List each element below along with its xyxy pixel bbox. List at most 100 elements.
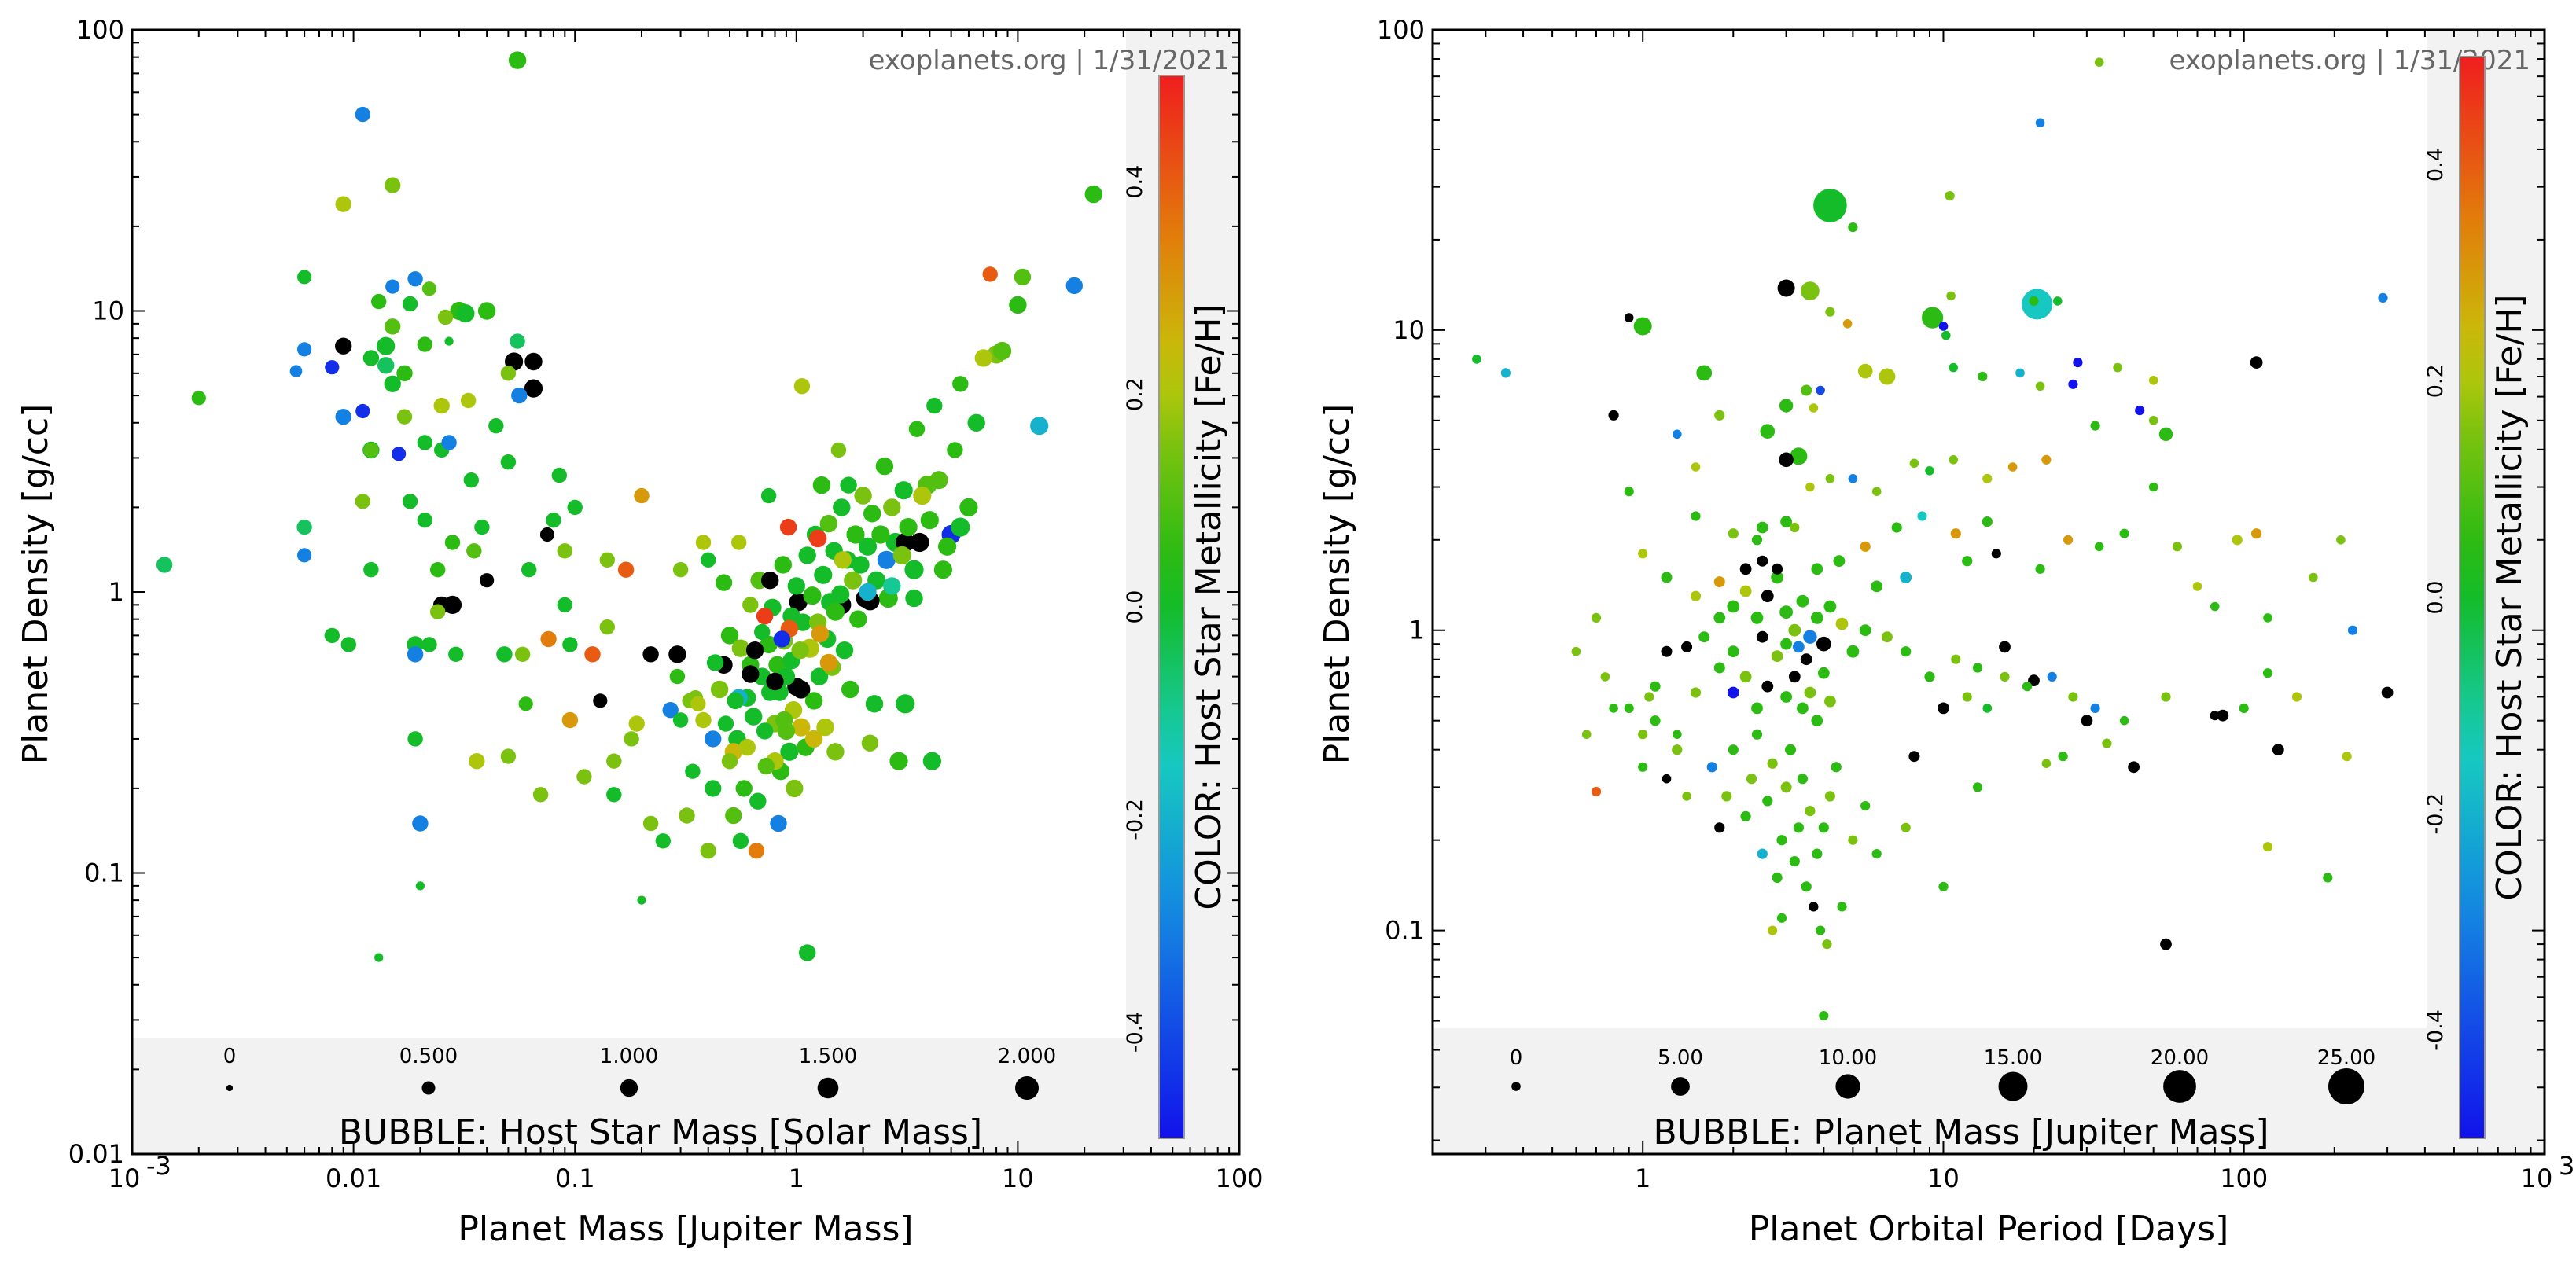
size-legend-panel: [132, 1038, 1239, 1154]
data-point: [1949, 455, 1958, 465]
data-point: [1009, 296, 1027, 314]
data-point: [340, 637, 356, 652]
data-point: [826, 743, 845, 761]
data-point: [2158, 427, 2173, 441]
data-point: [808, 529, 827, 548]
data-point: [760, 635, 778, 654]
data-point: [2336, 535, 2346, 545]
data-point: [672, 562, 689, 578]
data-point: [761, 572, 779, 590]
data-point: [1816, 636, 1831, 652]
data-point: [1581, 730, 1592, 739]
data-point: [725, 807, 742, 825]
data-point: [363, 562, 379, 578]
data-point: [1746, 774, 1757, 785]
data-point: [1801, 384, 1812, 396]
data-point: [325, 360, 340, 375]
data-point: [717, 715, 734, 732]
data-point: [2135, 406, 2145, 416]
data-point: [1917, 511, 1927, 521]
data-point: [363, 442, 379, 458]
data-point: [1978, 371, 1988, 382]
data-point: [1739, 585, 1752, 597]
data-point: [922, 752, 941, 770]
data-point: [433, 397, 450, 414]
data-point: [2119, 715, 2129, 726]
data-point: [766, 672, 784, 691]
data-point: [858, 537, 878, 556]
x-tick-label: 0.1: [555, 1163, 595, 1193]
x-tick-label: 0.01: [326, 1163, 381, 1193]
colorbar: [1158, 75, 1185, 1139]
data-point: [1908, 751, 1920, 763]
data-point: [834, 551, 852, 569]
data-point: [1740, 810, 1751, 821]
data-point: [2323, 873, 2333, 883]
data-point: [480, 573, 495, 588]
data-point: [1797, 702, 1809, 715]
data-point: [456, 304, 475, 323]
data-point: [668, 645, 686, 663]
data-point: [669, 668, 686, 685]
data-point: [2053, 296, 2063, 306]
data-point: [2007, 462, 2018, 472]
data-point: [974, 349, 993, 367]
data-point: [786, 779, 804, 798]
data-point: [460, 392, 477, 409]
data-point: [831, 585, 850, 604]
data-point: [819, 653, 838, 672]
data-point: [2022, 682, 2033, 692]
data-point: [1982, 704, 1993, 713]
data-point: [2232, 535, 2243, 546]
y-tick-label: 1: [109, 577, 124, 607]
data-point: [1756, 630, 1768, 643]
data-point: [1860, 541, 1871, 552]
size-legend-bubble: [226, 1084, 234, 1092]
data-point: [735, 780, 753, 797]
data-point: [2028, 674, 2040, 687]
data-point: [1696, 365, 1713, 381]
data-point: [524, 352, 543, 371]
data-point: [1673, 429, 1682, 439]
data-point: [1809, 902, 1819, 912]
plot-frame: [131, 28, 1241, 1156]
data-point: [2029, 296, 2039, 306]
data-point: [2381, 686, 2394, 699]
data-point: [1788, 671, 1801, 683]
data-point: [448, 646, 464, 662]
data-point: [2035, 118, 2045, 128]
data-point: [1624, 313, 1634, 322]
data-point: [1801, 281, 1820, 300]
data-point: [938, 537, 957, 556]
x-tick-label: 10: [1002, 1163, 1034, 1193]
data-point: [706, 654, 724, 671]
data-point: [1796, 594, 1809, 608]
data-point: [417, 336, 432, 352]
data-point: [804, 692, 823, 710]
data-point: [384, 375, 401, 392]
data-point: [1871, 580, 1883, 593]
data-point: [1816, 385, 1825, 395]
data-point: [606, 753, 622, 769]
data-point: [779, 518, 797, 536]
data-point: [511, 387, 528, 404]
size-legend-bubble: [421, 1081, 436, 1095]
data-point: [2378, 292, 2388, 303]
data-point: [2239, 703, 2249, 714]
data-point: [540, 630, 557, 648]
data-point: [2272, 744, 2284, 756]
data-point: [1644, 692, 1654, 702]
data-point: [1713, 612, 1726, 624]
y-tick-label: 100: [76, 15, 124, 45]
data-point: [992, 341, 1012, 361]
y-tick-label: 0.1: [1385, 916, 1425, 946]
data-point: [695, 711, 712, 729]
x-tick-label-exponent: -3: [146, 1151, 171, 1181]
data-point: [1682, 792, 1691, 801]
data-point: [1789, 856, 1800, 867]
data-point: [402, 494, 418, 509]
data-point: [437, 309, 454, 325]
data-point: [732, 832, 749, 850]
data-point: [2263, 613, 2272, 623]
